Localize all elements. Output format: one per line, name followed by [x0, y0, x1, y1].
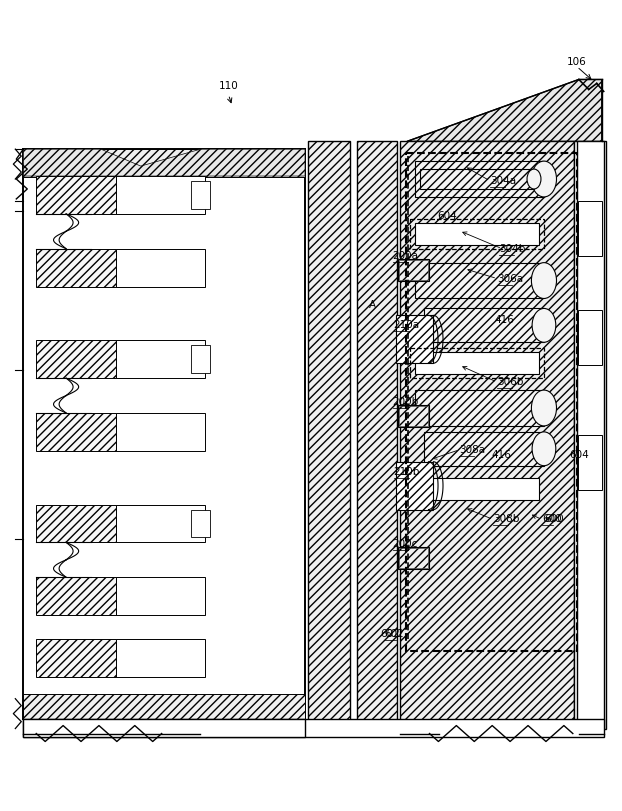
Bar — [399, 548, 429, 569]
Bar — [414, 223, 539, 245]
Ellipse shape — [531, 263, 557, 298]
Bar — [424, 432, 544, 466]
Bar — [396, 461, 434, 509]
Text: 602: 602 — [384, 629, 404, 639]
Ellipse shape — [531, 161, 557, 197]
Bar — [116, 176, 205, 214]
Polygon shape — [407, 79, 601, 141]
Text: 600: 600 — [542, 514, 562, 525]
Bar — [23, 719, 604, 736]
Bar — [414, 390, 544, 426]
Ellipse shape — [527, 169, 541, 189]
Bar — [36, 413, 116, 451]
Text: 308b: 308b — [493, 514, 519, 525]
Bar — [414, 352, 539, 374]
Text: 304b: 304b — [499, 243, 526, 254]
Bar — [414, 478, 539, 500]
Bar — [419, 169, 534, 189]
Text: 200b: 200b — [392, 397, 419, 407]
Bar — [23, 149, 305, 177]
Ellipse shape — [532, 432, 556, 466]
Bar — [399, 260, 429, 280]
Bar — [190, 345, 210, 373]
Bar — [116, 639, 205, 677]
Bar — [414, 263, 544, 298]
Text: 210b: 210b — [394, 466, 420, 477]
Bar — [308, 141, 350, 727]
Bar — [23, 693, 305, 719]
Bar — [36, 639, 116, 677]
Bar — [36, 577, 116, 615]
Text: 306a: 306a — [497, 273, 523, 284]
Bar — [116, 413, 205, 451]
Text: 210a: 210a — [394, 320, 420, 330]
Bar — [409, 219, 544, 249]
Text: 106: 106 — [567, 57, 587, 67]
Text: 416: 416 — [494, 315, 514, 325]
Text: 200c: 200c — [392, 539, 418, 549]
Bar — [397, 259, 429, 281]
Text: 600: 600 — [544, 514, 564, 525]
Bar — [36, 176, 116, 214]
Text: 308a: 308a — [459, 444, 485, 455]
Bar — [36, 341, 116, 378]
Text: 306b: 306b — [497, 377, 524, 387]
Bar — [424, 308, 544, 342]
Bar — [397, 547, 429, 569]
Text: 304a: 304a — [490, 176, 516, 186]
Text: 416: 416 — [491, 450, 511, 460]
Bar — [116, 504, 205, 543]
Bar — [190, 181, 210, 209]
Bar — [409, 348, 544, 378]
Bar — [578, 435, 601, 490]
Bar — [357, 141, 397, 727]
Bar — [399, 406, 429, 426]
Bar — [36, 249, 116, 286]
Bar — [574, 141, 606, 728]
Bar — [397, 405, 429, 427]
Bar — [36, 504, 116, 543]
Polygon shape — [23, 149, 305, 176]
Bar — [396, 315, 434, 363]
Bar — [577, 141, 604, 728]
Bar — [190, 509, 210, 538]
Text: 110: 110 — [218, 81, 238, 92]
Bar — [578, 201, 601, 255]
Text: A: A — [369, 300, 376, 311]
Bar — [399, 141, 574, 728]
Text: 604: 604 — [569, 450, 588, 460]
Bar — [406, 153, 577, 651]
Bar — [23, 719, 305, 736]
Ellipse shape — [531, 390, 557, 426]
Text: 200a: 200a — [392, 251, 419, 260]
Bar — [116, 341, 205, 378]
Bar — [116, 577, 205, 615]
Bar — [414, 161, 544, 197]
Text: 604: 604 — [437, 211, 457, 221]
Bar — [116, 249, 205, 286]
Text: 602: 602 — [380, 629, 399, 639]
Bar — [23, 149, 305, 719]
Ellipse shape — [532, 308, 556, 342]
Bar — [578, 311, 601, 365]
